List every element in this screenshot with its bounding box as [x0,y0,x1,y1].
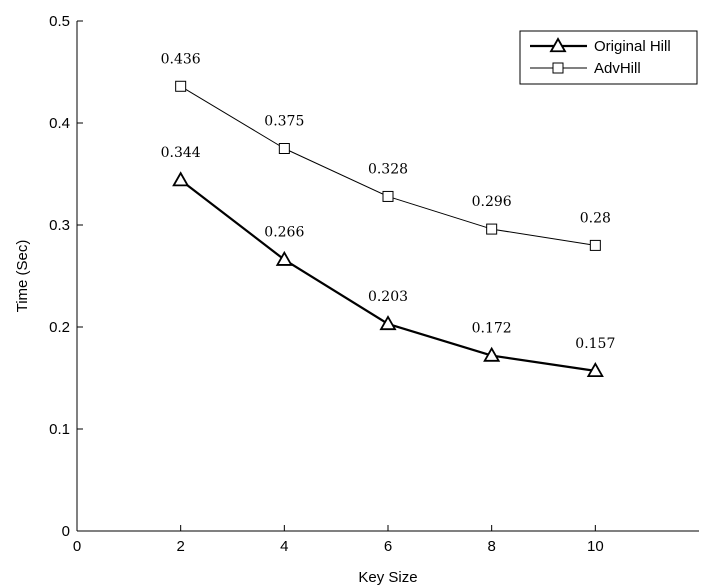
data-point-advhill [589,239,601,251]
y-tick-label: 0.1 [49,421,70,438]
x-tick-label: 2 [176,538,184,555]
data-label-original-hill: 0.203 [368,289,408,305]
data-label-advhill: 0.328 [368,161,408,177]
data-point-advhill [278,143,290,154]
legend-label-advhill: AdvHill [594,60,641,77]
y-tick-label: 0.2 [49,319,70,336]
data-point-advhill [382,190,394,202]
x-tick-label: 4 [280,538,288,555]
series-original-hill [172,171,604,378]
series-layer [172,80,604,378]
series-advhill [175,80,601,251]
data-label-advhill: 0.28 [580,210,611,226]
data-point-original-hill [379,315,397,331]
data-label-advhill: 0.375 [264,114,304,130]
data-label-original-hill: 0.157 [575,336,615,352]
data-point-advhill [486,223,498,235]
legend-label-original-hill: Original Hill [594,38,671,55]
series-line-original-hill [179,179,596,372]
x-tick-label: 8 [487,538,495,555]
data-label-original-hill: 0.266 [264,225,304,241]
data-label-original-hill: 0.344 [161,145,201,161]
y-tick-label: 0.4 [49,115,70,132]
data-label-advhill: 0.436 [161,51,201,67]
x-tick-label: 0 [73,538,81,555]
x-axis-title: Key Size [358,569,417,586]
x-tick-label: 6 [384,538,392,555]
legend-box [519,30,698,85]
data-point-advhill [175,80,187,92]
x-tick-label: 10 [587,538,604,555]
legend: Original Hill AdvHill [519,30,698,85]
y-tick-label: 0.5 [49,13,70,30]
data-point-original-hill [275,250,293,266]
data-label-advhill: 0.296 [472,194,512,210]
y-axis-title: Time (Sec) [14,240,31,313]
axes: 0 0.1 0.2 0.3 0.4 0.5 0 2 4 6 8 10 [49,13,699,555]
data-point-original-hill [586,362,604,378]
data-label-original-hill: 0.172 [472,321,512,337]
data-point-original-hill [483,346,501,362]
y-tick-label: 0.3 [49,217,70,234]
data-point-original-hill [172,171,190,187]
legend-marker-advhill [552,62,564,74]
legend-marker-original-hill [549,37,567,53]
data-labels: 0.344 0.266 0.203 0.172 0.157 0.436 0.375 0.328… [161,51,616,352]
y-tick-label: 0 [62,523,70,540]
